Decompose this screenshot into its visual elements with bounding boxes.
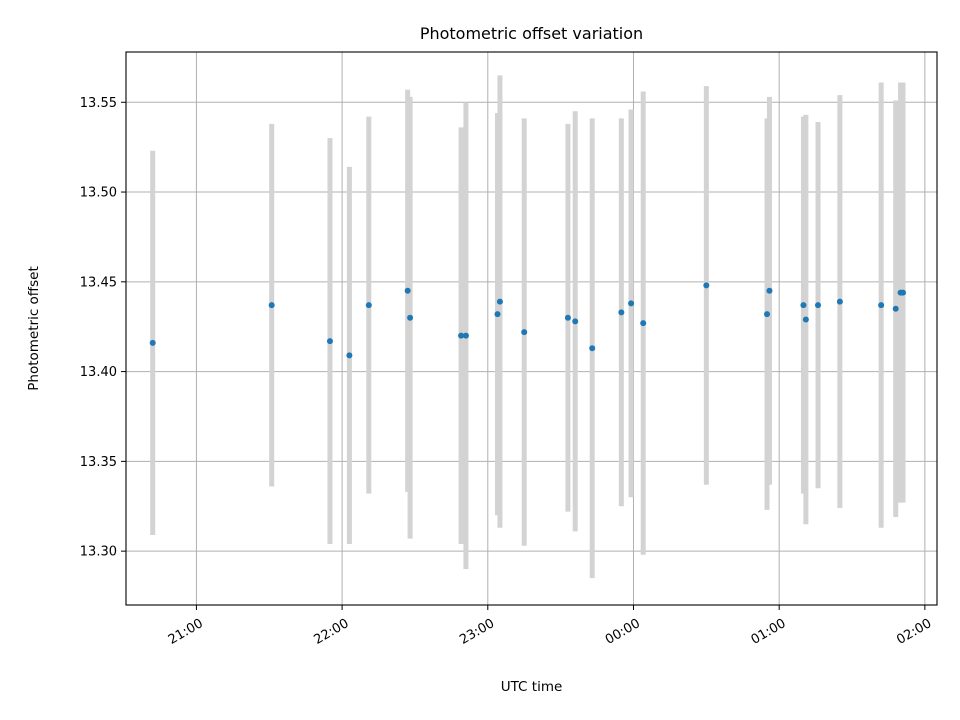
- data-point: [802, 316, 809, 323]
- data-point: [458, 332, 465, 339]
- data-point: [640, 320, 647, 327]
- data-point: [892, 305, 899, 312]
- data-point: [268, 302, 275, 309]
- data-point: [564, 314, 571, 321]
- data-point: [326, 338, 333, 345]
- data-point: [407, 314, 414, 321]
- data-point: [521, 329, 528, 336]
- data-points: [149, 282, 907, 359]
- y-axis-ticks: 13.30 13.35 13.40 13.45 13.50 13.55: [80, 96, 126, 560]
- data-point: [764, 311, 771, 318]
- data-point: [815, 302, 822, 309]
- x-axis-label: UTC time: [501, 679, 563, 695]
- y-tick-label: 13.40: [80, 365, 117, 380]
- data-point: [628, 300, 635, 307]
- data-point: [462, 332, 469, 339]
- y-tick-label: 13.30: [80, 545, 117, 560]
- chart-title: Photometric offset variation: [420, 24, 643, 43]
- data-point: [618, 309, 625, 316]
- y-tick-label: 13.45: [80, 275, 117, 290]
- data-point: [494, 311, 501, 318]
- data-point: [149, 339, 156, 346]
- data-point: [589, 345, 596, 352]
- data-point: [346, 352, 353, 359]
- data-point: [703, 282, 710, 289]
- data-point: [404, 287, 411, 294]
- data-point: [766, 287, 773, 294]
- data-point: [878, 302, 885, 309]
- y-tick-label: 13.55: [80, 96, 117, 111]
- y-tick-label: 13.35: [80, 455, 117, 470]
- data-point: [900, 289, 907, 296]
- data-point: [496, 298, 503, 305]
- data-point: [365, 302, 372, 309]
- data-point: [572, 318, 579, 325]
- data-point: [800, 302, 807, 309]
- plot-frame: [125, 51, 938, 606]
- y-tick-label: 13.50: [80, 186, 117, 201]
- y-axis-label: Photometric offset: [26, 266, 42, 390]
- data-point: [836, 298, 843, 305]
